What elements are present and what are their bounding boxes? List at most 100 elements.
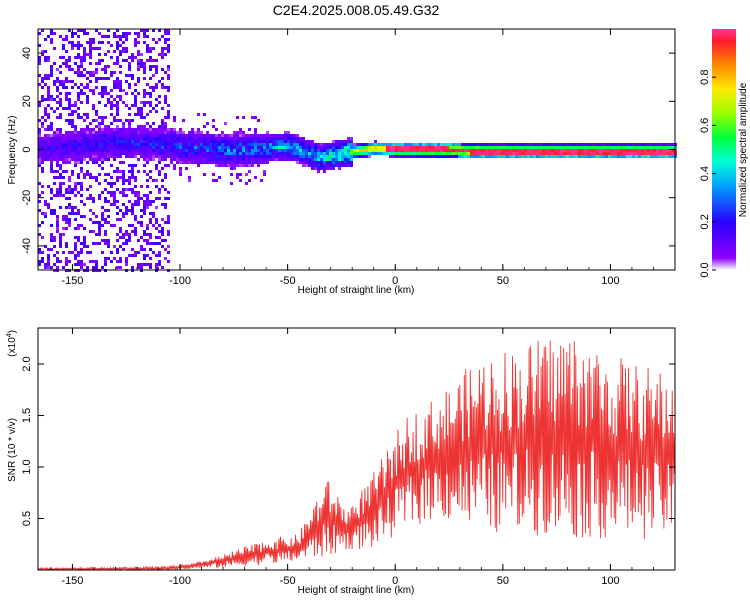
heatmap-cell <box>74 182 77 185</box>
heatmap-cell <box>110 101 113 104</box>
heatmap-cell <box>251 146 254 149</box>
heatmap-cell <box>332 161 335 164</box>
heatmap-cell <box>98 32 101 35</box>
heatmap-cell <box>143 134 146 137</box>
heatmap-cell <box>44 155 47 158</box>
heatmap-cell <box>176 134 179 137</box>
heatmap-cell <box>71 143 74 146</box>
heatmap-cell <box>158 173 161 176</box>
snr-y-ticks: 0.51.01.52.0 <box>21 356 675 526</box>
heatmap-cell <box>122 203 125 206</box>
heatmap-cell <box>128 143 131 146</box>
heatmap-cell <box>128 32 131 35</box>
heatmap-cell <box>116 35 119 38</box>
heatmap-cell <box>80 260 83 263</box>
heatmap-cell <box>173 155 176 158</box>
heatmap-cell <box>287 131 290 134</box>
heatmap-cell <box>278 137 281 140</box>
heatmap-cell <box>131 56 134 59</box>
heatmap-cell <box>665 152 668 155</box>
heatmap-cell <box>407 149 410 152</box>
colorbar-gradient <box>712 29 736 270</box>
heatmap-cell <box>626 146 629 149</box>
heatmap-cell <box>206 143 209 146</box>
heatmap-cell <box>212 158 215 161</box>
heatmap-cell <box>140 62 143 65</box>
heatmap-cell <box>554 143 557 146</box>
heatmap-cell <box>200 149 203 152</box>
heatmap-cell <box>83 176 86 179</box>
heatmap-cell <box>227 161 230 164</box>
heatmap-cell <box>194 131 197 134</box>
heatmap-cell <box>188 137 191 140</box>
heatmap-cell <box>407 143 410 146</box>
heatmap-cell <box>455 143 458 146</box>
heatmap-cell <box>143 158 146 161</box>
heatmap-cell <box>161 122 164 125</box>
heatmap-cell <box>551 155 554 158</box>
heatmap-cell <box>149 125 152 128</box>
heatmap-cell <box>71 122 74 125</box>
heatmap-cell <box>47 74 50 77</box>
heatmap-cell <box>308 149 311 152</box>
heatmap-cell <box>344 161 347 164</box>
heatmap-cell <box>164 149 167 152</box>
heatmap-cell <box>350 164 353 167</box>
heatmap-cell <box>77 212 80 215</box>
heatmap-cell <box>341 164 344 167</box>
heatmap-cell <box>50 95 53 98</box>
heatmap-cell <box>56 107 59 110</box>
heatmap-cell <box>260 137 263 140</box>
heatmap-cell <box>59 56 62 59</box>
heatmap-cell <box>224 149 227 152</box>
heatmap-cell <box>80 83 83 86</box>
heatmap-cell <box>152 200 155 203</box>
heatmap-cell <box>101 215 104 218</box>
heatmap-cell <box>116 29 119 32</box>
heatmap-cell <box>449 146 452 149</box>
heatmap-cell <box>104 140 107 143</box>
heatmap-cell <box>350 149 353 152</box>
heatmap-cell <box>206 122 209 125</box>
heatmap-cell <box>149 221 152 224</box>
heatmap-cell <box>212 146 215 149</box>
heatmap-cell <box>140 215 143 218</box>
heatmap-cell <box>500 149 503 152</box>
heatmap-cell <box>140 143 143 146</box>
heatmap-cell <box>128 107 131 110</box>
heatmap-cell <box>134 104 137 107</box>
heatmap-cell <box>323 146 326 149</box>
heatmap-cell <box>299 146 302 149</box>
heatmap-cell <box>59 239 62 242</box>
heatmap-cell <box>122 125 125 128</box>
heatmap-cell <box>41 212 44 215</box>
heatmap-cell <box>374 140 377 143</box>
heatmap-cell <box>143 152 146 155</box>
heatmap-cell <box>68 119 71 122</box>
heatmap-cell <box>236 134 239 137</box>
heatmap-cell <box>74 257 77 260</box>
heatmap-cell <box>146 158 149 161</box>
heatmap-cell <box>332 155 335 158</box>
heatmap-cell <box>368 143 371 146</box>
heatmap-cell <box>149 56 152 59</box>
heatmap-cell <box>200 155 203 158</box>
heatmap-cell <box>386 143 389 146</box>
heatmap-cell <box>608 146 611 149</box>
heatmap-cell <box>158 131 161 134</box>
heatmap-cell <box>209 137 212 140</box>
heatmap-cell <box>155 236 158 239</box>
heatmap-cell <box>617 152 620 155</box>
heatmap-cell <box>326 146 329 149</box>
heatmap-cell <box>623 143 626 146</box>
heatmap-cell <box>50 224 53 227</box>
heatmap-x-tick-label: 50 <box>497 275 509 287</box>
heatmap-cell <box>74 134 77 137</box>
heatmap-cell <box>104 125 107 128</box>
heatmap-cell <box>293 140 296 143</box>
heatmap-cell <box>122 89 125 92</box>
heatmap-cell <box>131 149 134 152</box>
heatmap-cell <box>287 143 290 146</box>
heatmap-cell <box>170 161 173 164</box>
heatmap-cell <box>68 68 71 71</box>
